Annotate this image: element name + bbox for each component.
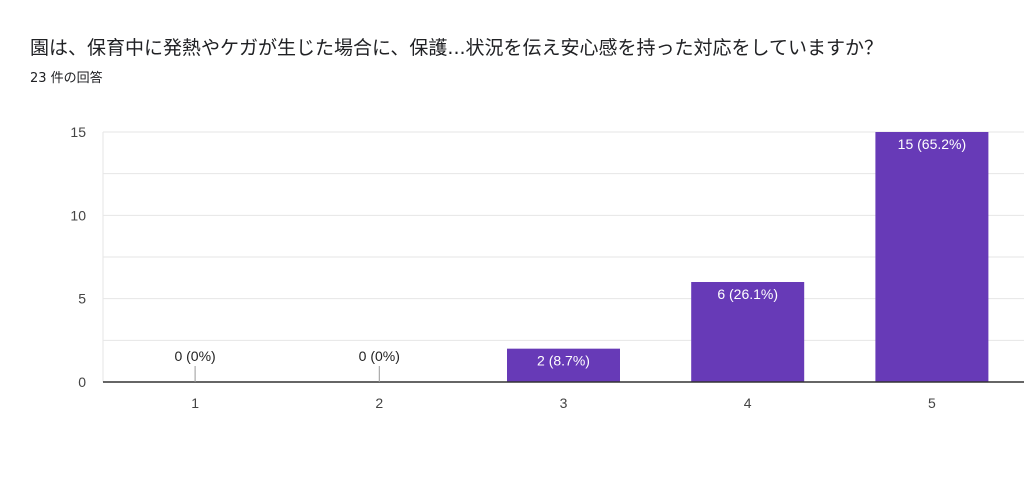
data-label: 0 (0%): [174, 348, 215, 364]
data-label: 0 (0%): [359, 348, 400, 364]
data-label: 6 (26.1%): [717, 286, 778, 302]
gridlines: [103, 131, 1024, 341]
x-tick-label: 1: [191, 395, 199, 411]
bar: [875, 132, 989, 382]
y-tick-label: 0: [78, 374, 86, 390]
y-axis-ticks: 0 5 10 15: [70, 124, 86, 390]
data-label: 2 (8.7%): [537, 353, 590, 369]
y-tick-label: 15: [70, 124, 86, 140]
x-tick-label: 3: [560, 395, 568, 411]
data-label: 15 (65.2%): [898, 136, 966, 152]
x-tick-label: 5: [928, 395, 936, 411]
data-labels: 0 (0%) 0 (0%) 2 (8.7%) 6 (26.1%) 15 (65.2%): [174, 136, 966, 382]
x-axis-ticks: 1 2 3 4 5: [191, 395, 936, 411]
y-tick-label: 10: [70, 207, 86, 223]
response-count: 23 件の回答: [30, 71, 103, 86]
bar: [691, 282, 805, 382]
x-tick-label: 2: [375, 395, 383, 411]
bars: [507, 132, 989, 382]
y-tick-label: 5: [78, 291, 86, 307]
bar: [507, 348, 620, 382]
question-title: 園は、保育中に発熱やケガが生じた場合に、保護...状況を伝え安心感を持った対応を…: [30, 37, 883, 59]
x-tick-label: 4: [744, 395, 752, 411]
